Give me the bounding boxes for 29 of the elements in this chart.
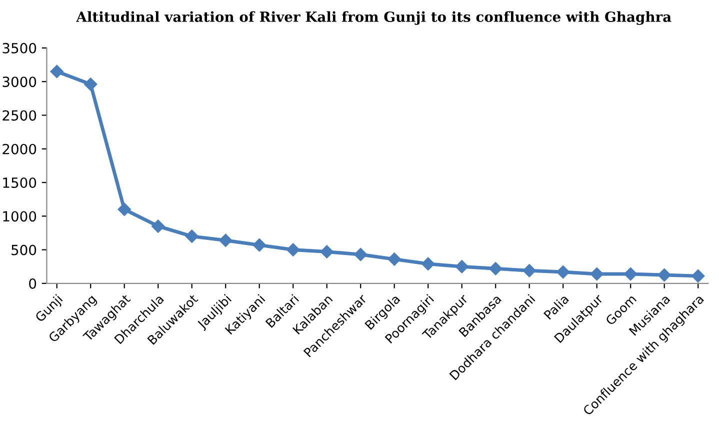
point (118, 202, 131, 216)
y-tick-label: 500 (12, 244, 36, 256)
point (388, 252, 401, 266)
y-tick-label: 2500 (2, 110, 36, 121)
chart-title: Altitudinal variation of River Kali from Gunji to its confluence with Ghaghra (76, 11, 672, 25)
point (556, 265, 570, 279)
point (658, 268, 671, 282)
point (286, 243, 300, 256)
point (422, 257, 435, 270)
y-tick-label: 3000 (2, 76, 36, 88)
y-tick-label: 3500 (2, 42, 36, 54)
point (152, 220, 165, 233)
point (252, 238, 266, 252)
point (590, 267, 604, 281)
point (50, 64, 64, 78)
point (455, 260, 468, 274)
y-tick-label: 1000 (3, 211, 36, 222)
point (185, 230, 198, 243)
point (219, 234, 232, 247)
y-tick-label: 1500 (3, 177, 36, 188)
point (354, 248, 368, 262)
point (522, 264, 536, 278)
y-tick-label: 2000 (2, 144, 36, 154)
point (624, 267, 638, 281)
point (320, 245, 334, 258)
point (84, 78, 98, 91)
point (692, 269, 705, 283)
y-tick-label: 0 (29, 278, 36, 289)
point (489, 262, 502, 276)
